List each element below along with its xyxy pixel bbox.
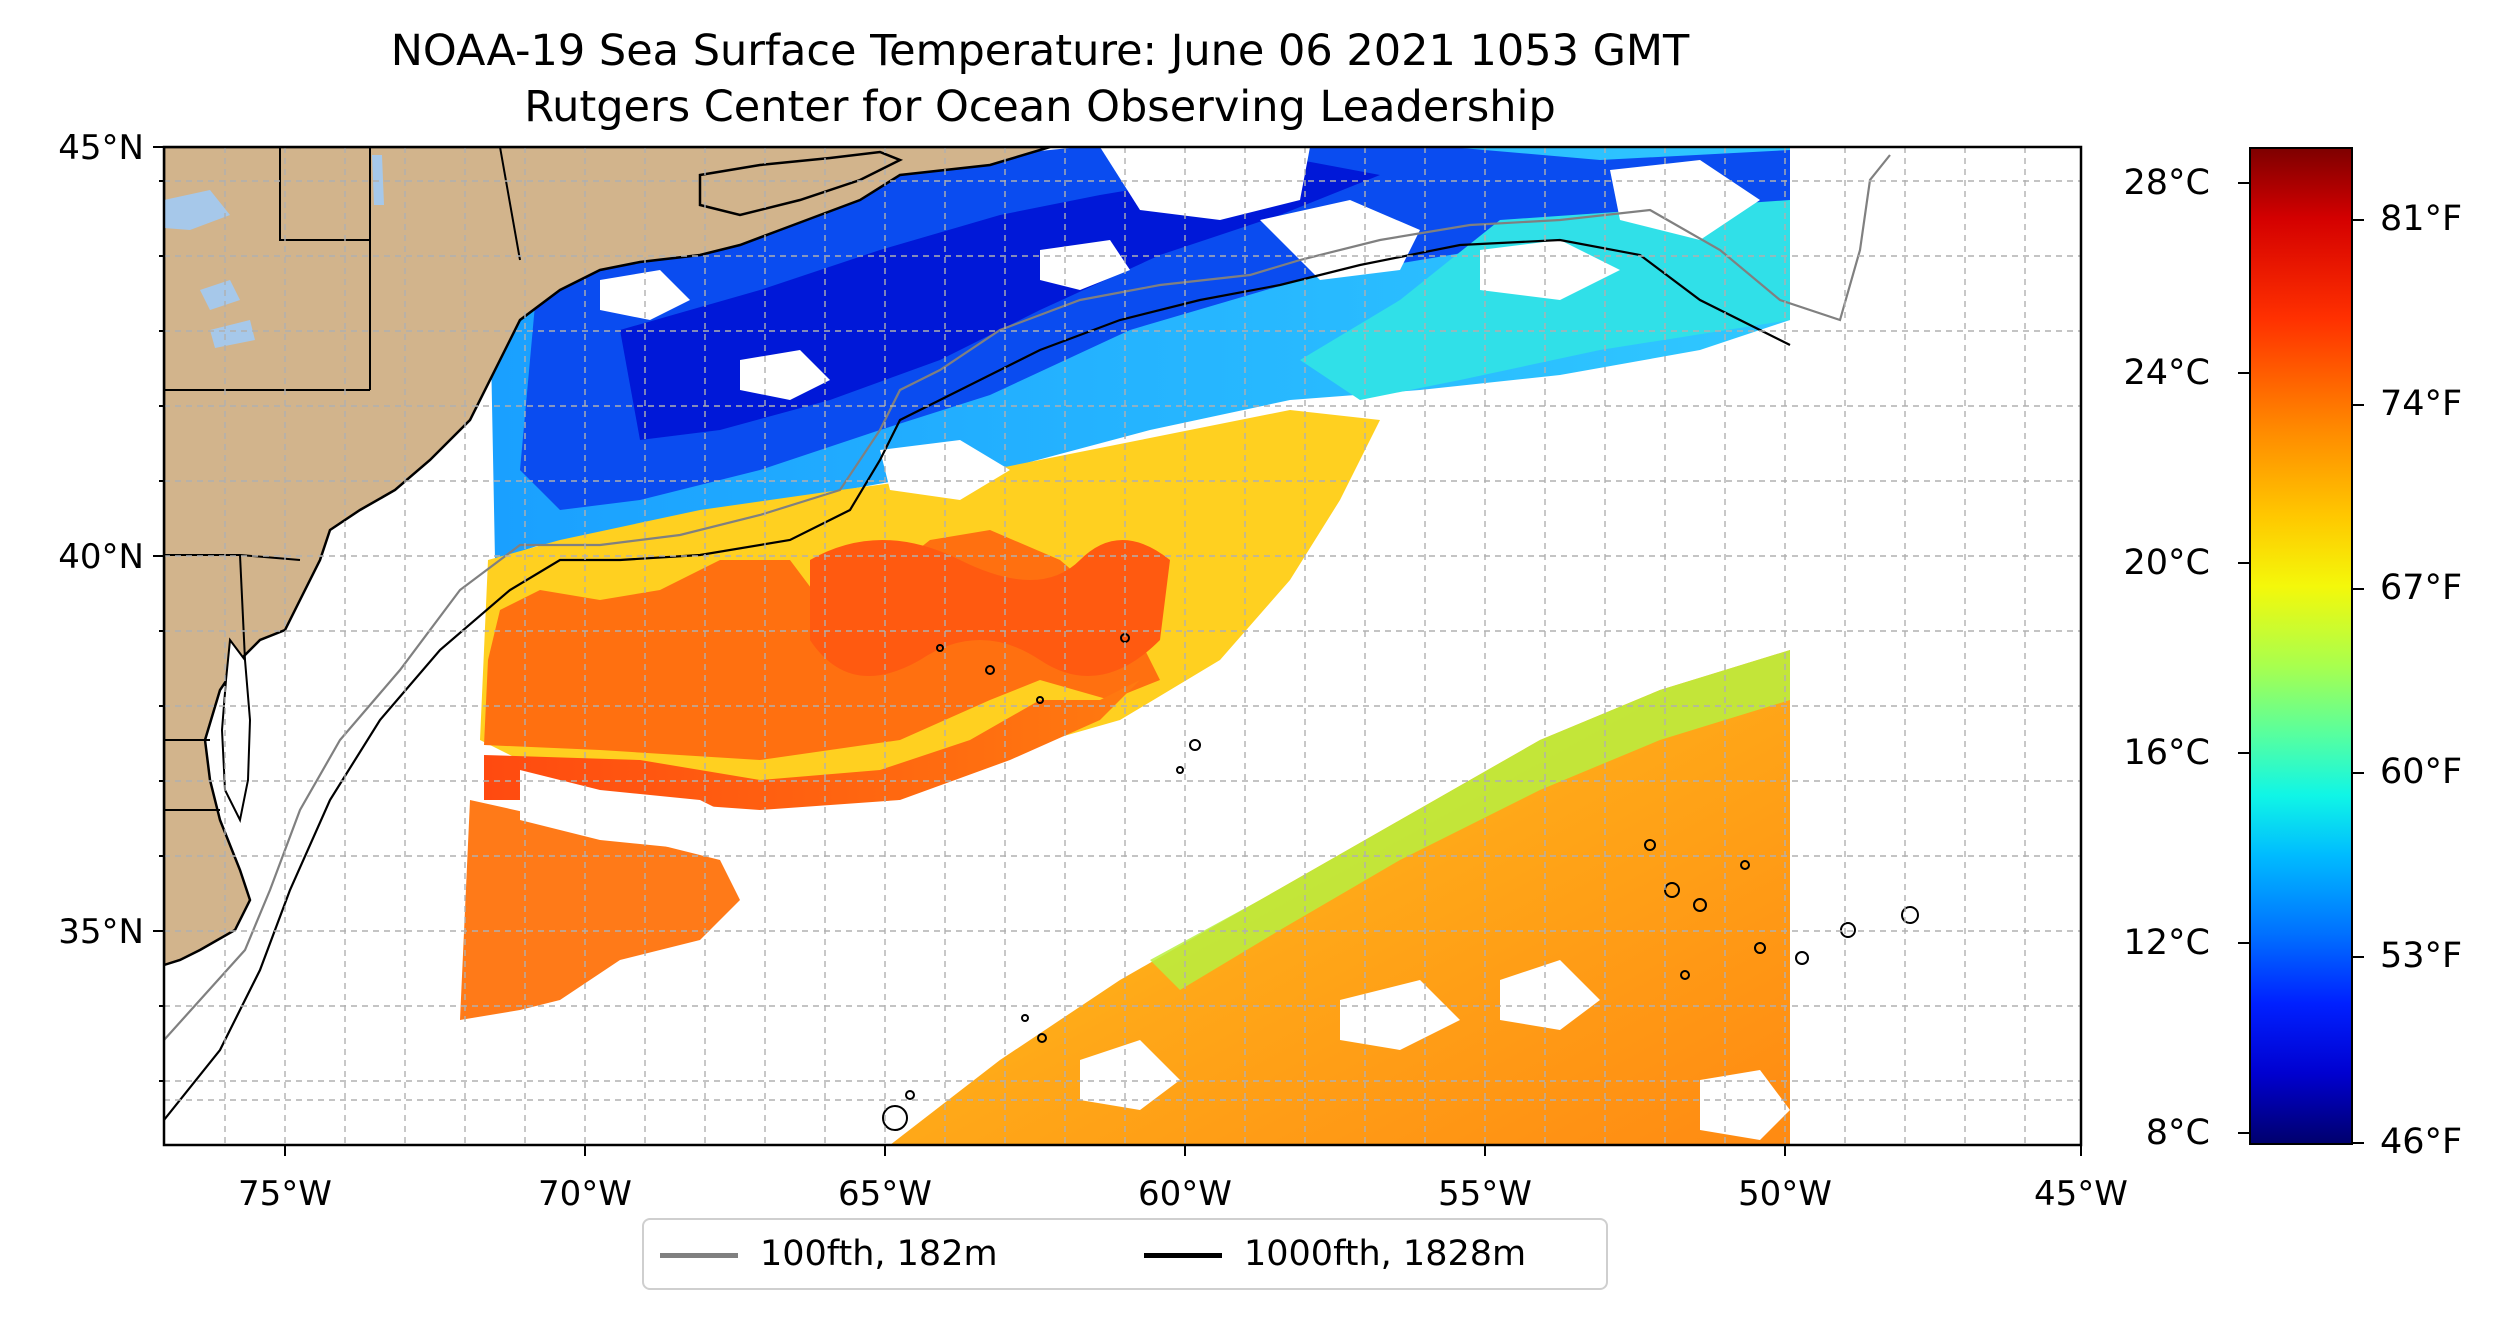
gulf-stream-core	[484, 680, 1140, 810]
map-title: NOAA-19 Sea Surface Temperature: June 06…	[390, 26, 1690, 76]
cb-label-81f: 81°F	[2380, 199, 2463, 239]
land	[164, 147, 1051, 967]
lon-tick-labels: 75°W 70°W 65°W 60°W 55°W 50°W 45°W	[238, 1174, 2128, 1214]
green-frontal-edge	[1150, 650, 1790, 990]
lat-label-35n: 35°N	[58, 912, 144, 952]
seamount-contours	[882, 633, 1919, 1131]
cb-label-67f: 67°F	[2380, 568, 2463, 608]
legend-item-100fth: 100fth, 182m	[660, 1234, 998, 1274]
contour-100fth	[164, 154, 1891, 1041]
state-borders	[164, 147, 521, 811]
cb-label-20c: 20°C	[2123, 543, 2210, 583]
legend: 100fth, 182m 1000fth, 1828m	[642, 1218, 1608, 1290]
lon-label-60w: 60°W	[1138, 1174, 1232, 1214]
lat-label-45n: 45°N	[58, 128, 144, 168]
lat-label-40n: 40°N	[58, 537, 144, 577]
sst-field	[460, 147, 1790, 1145]
warm-eddy-southwest	[460, 800, 740, 1020]
cb-label-60f: 60°F	[2380, 752, 2463, 792]
lon-label-70w: 70°W	[538, 1174, 632, 1214]
gridlines	[164, 147, 2081, 1145]
north-america-coast	[164, 147, 1051, 967]
delmarva-chesapeake	[220, 637, 252, 824]
cloud-gaps	[520, 147, 1790, 1140]
legend-item-1000fth: 1000fth, 1828m	[1144, 1234, 1526, 1274]
axis-ticks	[153, 146, 2082, 1156]
lat-tick-labels: 45°N 40°N 35°N	[58, 128, 144, 952]
lon-label-50w: 50°W	[1738, 1174, 1832, 1214]
lon-label-55w: 55°W	[1438, 1174, 1532, 1214]
legend-swatch-1000fth	[1144, 1252, 1222, 1258]
bathymetry-contours	[164, 154, 1919, 1131]
deep-blue-shelf	[520, 147, 1790, 510]
map-subtitle: Rutgers Center for Ocean Observing Leade…	[524, 82, 1556, 132]
cb-label-24c: 24°C	[2123, 353, 2210, 393]
legend-label-100fth: 100fth, 182m	[760, 1234, 998, 1274]
map-frame	[162, 145, 2083, 1147]
cb-label-16c: 16°C	[2123, 733, 2210, 773]
cb-label-46f: 46°F	[2380, 1122, 2463, 1162]
lon-label-75w: 75°W	[238, 1174, 332, 1214]
cyan-slope-water	[1300, 200, 1790, 400]
cb-label-8c: 8°C	[2145, 1113, 2210, 1153]
lakes	[164, 155, 384, 348]
cb-label-28c: 28°C	[2123, 163, 2210, 203]
lon-label-45w: 45°W	[2034, 1174, 2128, 1214]
lon-label-65w: 65°W	[838, 1174, 932, 1214]
cb-label-53f: 53°F	[2380, 936, 2463, 976]
contour-1000fth	[164, 238, 1791, 1121]
nova-scotia	[698, 150, 904, 217]
colorbar	[2249, 147, 2353, 1145]
gulf-stream-meander	[810, 540, 1170, 676]
legend-swatch-100fth	[660, 1252, 738, 1258]
cb-label-12c: 12°C	[2123, 923, 2210, 963]
cb-label-74f: 74°F	[2380, 384, 2463, 424]
legend-label-1000fth: 1000fth, 1828m	[1244, 1234, 1527, 1274]
